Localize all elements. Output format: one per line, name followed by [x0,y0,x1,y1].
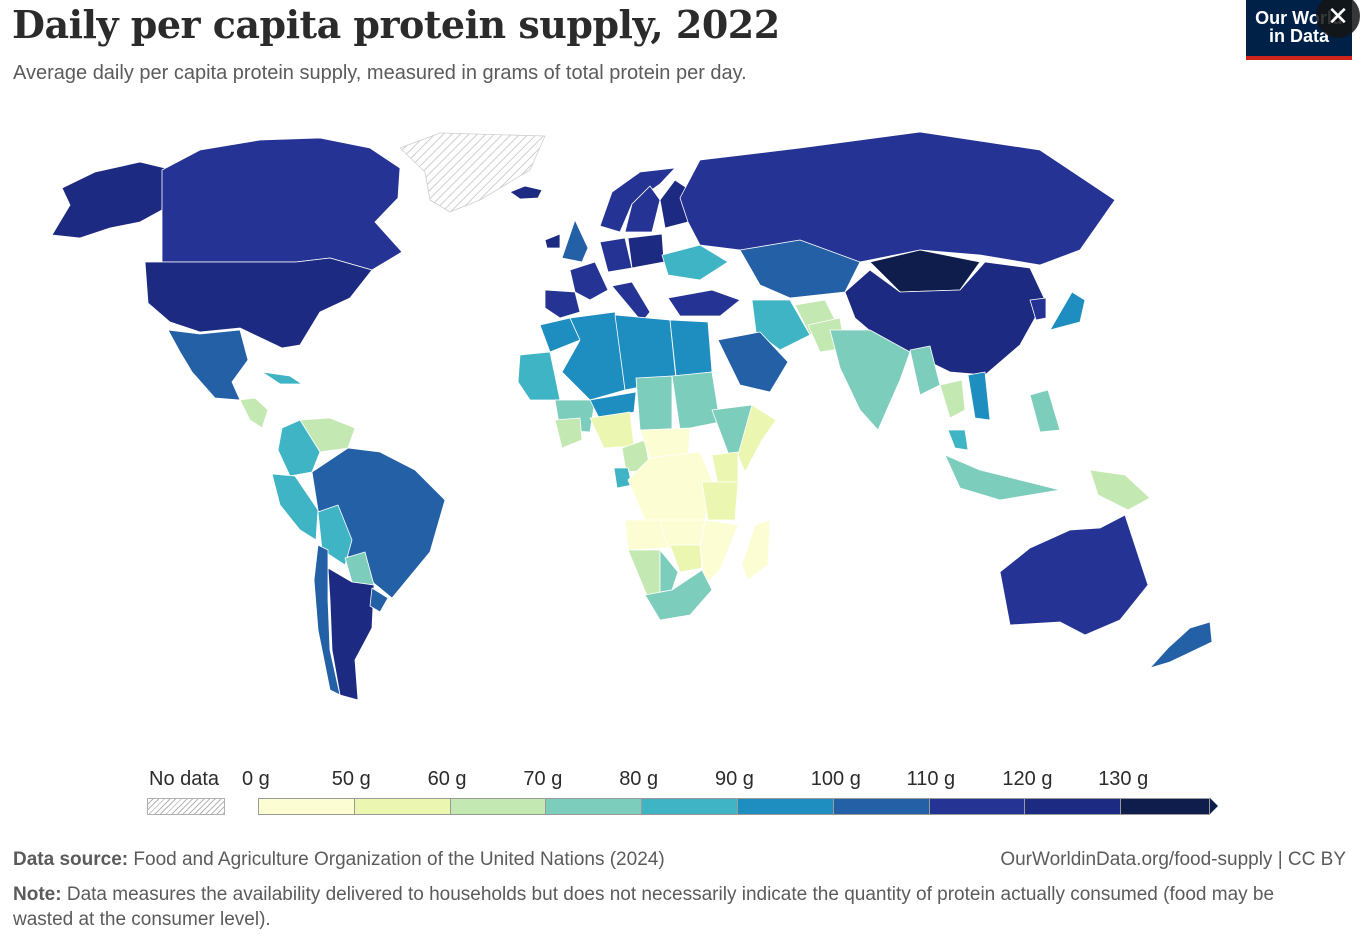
region-guatemala[interactable] [239,397,269,429]
region-kenya[interactable] [711,451,739,486]
legend-tick-label: 0 g [242,768,270,790]
region-alaska-united-states[interactable] [51,161,166,239]
legend-tick-label: 130 g [1098,768,1149,790]
region-mexico[interactable] [167,329,249,401]
region-madagascar[interactable] [741,519,771,581]
legend-tick-label: 50 g [331,768,371,790]
legend-tick-label: 110 g [906,768,956,790]
region-india[interactable] [829,329,911,431]
region-namibia[interactable] [627,549,661,599]
region-south-korea[interactable] [1029,297,1047,321]
region-canada[interactable] [161,137,403,271]
logo-line-2: in Data [1268,26,1329,46]
legend-arrow [1210,798,1218,814]
page-subtitle: Average daily per capita protein supply,… [13,62,747,84]
legend-tick-label: 70 g [523,768,563,790]
logo-accent-bar [1246,56,1352,60]
region-new-zealand[interactable] [1149,621,1213,669]
legend-no-data-swatch[interactable] [147,798,225,815]
region-sudan[interactable] [671,371,721,431]
region-mauritania[interactable] [517,351,561,401]
note-text: Data measures the availability delivered… [13,884,1275,930]
region-greenland[interactable] [399,132,546,213]
close-icon: ✕ [1327,1,1349,31]
region-sweden[interactable] [624,185,661,233]
close-button[interactable]: ✕ [1316,0,1360,38]
region-uruguay[interactable] [369,587,389,613]
region-japan[interactable] [1049,291,1086,331]
region-ghana[interactable] [554,417,583,449]
legend-bin-8[interactable] [1024,798,1122,815]
legend-bin-5[interactable] [737,798,834,815]
region-chile[interactable] [313,544,341,696]
legend-no-data-label: No data [149,768,220,790]
region-egypt[interactable] [669,319,713,377]
region-iceland[interactable] [509,185,543,200]
legend-bin-2[interactable] [449,798,547,815]
region-united-kingdom[interactable] [561,219,589,263]
region-zambia[interactable] [659,519,706,549]
legend-bin-3[interactable] [545,798,643,815]
legend-bin-9[interactable] [1120,798,1210,815]
legend-tick-label: 60 g [427,768,467,790]
region-indonesia[interactable] [944,454,1061,501]
region-cuba[interactable] [261,371,303,385]
region-philippines[interactable] [1029,389,1061,433]
legend-bin-7[interactable] [928,798,1026,815]
legend-tick-label: 100 g [810,768,861,790]
region-france[interactable] [569,261,609,301]
region-ukraine[interactable] [661,244,729,281]
region-thailand[interactable] [939,379,966,419]
region-poland[interactable] [627,233,665,269]
region-spain[interactable] [544,289,581,319]
footer-note: Note: Data measures the availability del… [13,882,1313,932]
footer-url[interactable]: OurWorldinData.org/food-supply | CC BY [1000,849,1346,870]
region-saudi-arabia[interactable] [717,331,789,393]
source-label: Data source: [13,849,129,870]
legend-bin-0[interactable] [258,798,355,815]
region-tanzania[interactable] [701,481,739,521]
legend-bin-4[interactable] [641,798,738,815]
map-legend: No data 0 g 50 g 60 g 70 g 80 g 90 g 100 g 110 … [0,764,1360,824]
region-south-africa[interactable] [644,569,713,621]
legend-bin-1[interactable] [353,798,451,815]
region-somalia[interactable] [737,404,777,473]
region-mongolia[interactable] [869,249,981,293]
region-mozambique[interactable] [699,519,739,586]
region-chad[interactable] [635,375,673,433]
legend-tick-label: 120 g [1002,768,1053,790]
source-text[interactable]: Food and Agriculture Organization of the… [133,849,665,870]
region-united-states[interactable] [144,257,373,349]
region-ireland[interactable] [544,233,561,249]
legend-tick-label: 90 g [715,768,754,790]
region-zimbabwe[interactable] [669,544,703,573]
legend-tick-label: 80 g [619,768,659,790]
region-papua-new-guinea[interactable] [1089,469,1151,511]
region-germany[interactable] [599,237,633,273]
region-peru[interactable] [271,473,319,541]
region-australia[interactable] [999,514,1149,636]
region-vietnam[interactable] [967,371,991,421]
footer-data-source: Data source: Food and Agriculture Organi… [13,849,665,871]
region-italy[interactable] [611,281,651,323]
region-iran[interactable] [751,299,811,351]
region-argentina[interactable] [327,567,375,701]
world-map[interactable] [0,100,1360,720]
region-malaysia[interactable] [947,429,969,451]
note-label: Note: [13,884,62,905]
legend-bin-6[interactable] [832,798,930,815]
region-nigeria[interactable] [589,411,635,449]
region-turkey[interactable] [667,289,741,317]
region-russia[interactable] [679,131,1116,266]
page-title: Daily per capita protein supply, 2022 [12,2,780,47]
